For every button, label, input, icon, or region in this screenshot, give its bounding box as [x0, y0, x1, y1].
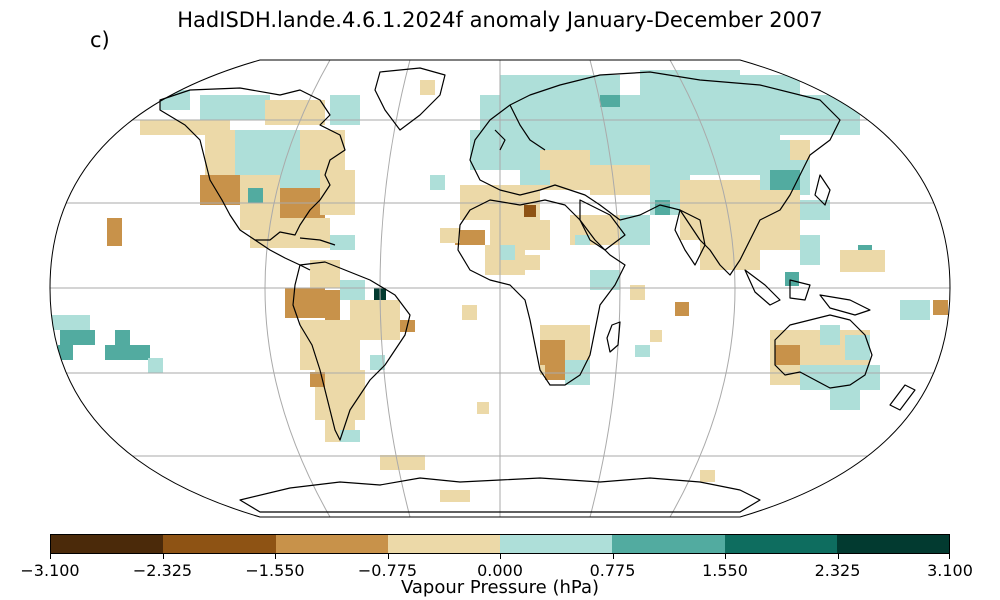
colorbar-label: Vapour Pressure (hPa) [400, 577, 600, 598]
colorbar-tick-label: −1.550 [245, 561, 305, 580]
new-zealand-outline [889, 384, 916, 411]
anomaly-grid [50, 70, 948, 502]
globe-outline [49, 59, 951, 518]
colorbar-tick-mark [162, 554, 164, 559]
colorbar-segment [387, 535, 500, 553]
colorbar-tick-mark [612, 554, 614, 559]
colorbar [50, 534, 950, 554]
colorbar-tick-label: 3.100 [927, 561, 973, 580]
world-map [49, 59, 951, 518]
greenland-outline [374, 67, 446, 131]
colorbar-segment [836, 535, 949, 553]
colorbar-tick-mark [500, 554, 501, 559]
colorbar-segment [612, 535, 725, 553]
colorbar-tick-mark [50, 554, 51, 559]
south-america-outline [292, 261, 411, 441]
colorbar-tick-mark [275, 554, 276, 559]
colorbar-tick-mark [387, 554, 389, 559]
coastlines [159, 67, 916, 513]
colorbar-tick-label: 0.000 [477, 561, 523, 580]
madagascar-outline [606, 321, 621, 353]
eurasia-outline [469, 71, 841, 276]
colorbar-tick-label: 0.775 [589, 561, 636, 580]
central-america-outline [254, 239, 311, 271]
colorbar-tick-label: −0.775 [357, 561, 418, 580]
colorbar-tick-label: 2.325 [814, 561, 861, 580]
australia-outline [774, 314, 873, 389]
colorbar-tick-label: −3.100 [20, 561, 80, 580]
colorbar-segment [500, 535, 613, 553]
antarctica-outline [239, 477, 761, 513]
colorbar-tick-label: −2.325 [132, 561, 193, 580]
map-title: HadISDH.lande.4.6.1.2024f anomaly Januar… [177, 8, 823, 32]
colorbar-segment [163, 535, 276, 553]
colorbar-tick-mark [837, 554, 839, 559]
colorbar-tick-label: 1.550 [702, 561, 748, 580]
colorbar-segment [275, 535, 388, 553]
colorbar-ticks [50, 554, 950, 560]
panel-label: c) [90, 28, 110, 52]
colorbar-tick-mark [949, 554, 950, 559]
graticule [50, 60, 950, 517]
japan-outline [814, 174, 831, 206]
north-america-outline [159, 87, 346, 241]
colorbar-tick-mark [725, 554, 726, 559]
africa-outline [457, 199, 626, 386]
colorbar-segment [724, 535, 837, 553]
colorbar-segment [51, 535, 164, 553]
india-outline [674, 209, 706, 266]
